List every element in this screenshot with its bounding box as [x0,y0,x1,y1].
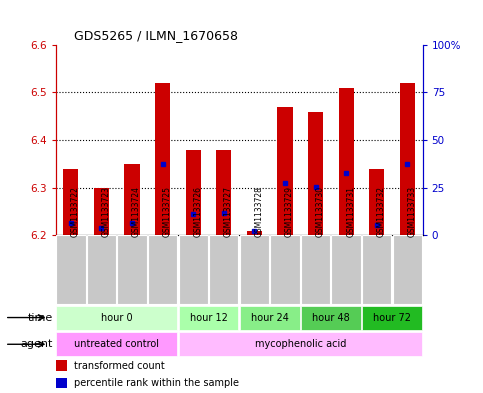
Text: GSM1133728: GSM1133728 [255,187,263,237]
Text: GSM1133723: GSM1133723 [101,186,111,237]
Text: GSM1133725: GSM1133725 [163,186,171,237]
Text: GDS5265 / ILMN_1670658: GDS5265 / ILMN_1670658 [74,29,238,42]
Bar [362,305,422,330]
Text: mycophenolic acid: mycophenolic acid [255,339,346,349]
Text: hour 24: hour 24 [251,312,289,323]
Bar [125,164,140,235]
Bar [362,235,391,304]
Text: GSM1133722: GSM1133722 [71,187,80,237]
Bar [179,332,422,356]
Bar [240,305,299,330]
Text: hour 72: hour 72 [373,312,411,323]
Text: GSM1133727: GSM1133727 [224,186,233,237]
Text: hour 48: hour 48 [312,312,350,323]
Bar [369,169,384,235]
Text: GSM1133729: GSM1133729 [285,186,294,237]
Bar [87,235,116,304]
Bar [94,188,109,235]
Text: agent: agent [21,339,53,349]
Bar [56,235,85,304]
Bar [148,235,177,304]
Text: percentile rank within the sample: percentile rank within the sample [73,378,239,388]
Text: GSM1133730: GSM1133730 [315,186,325,237]
Bar [56,332,177,356]
Bar [155,83,170,235]
Text: hour 0: hour 0 [101,312,132,323]
Bar [179,235,208,304]
Text: transformed count: transformed count [73,361,164,371]
Bar [301,305,361,330]
Bar [240,235,269,304]
Bar [216,150,231,235]
Bar [277,107,293,235]
Bar [56,378,67,388]
Bar [56,305,177,330]
Bar [301,235,330,304]
Text: time: time [28,312,53,323]
Bar [56,360,67,371]
Bar [247,231,262,235]
Text: GSM1133733: GSM1133733 [407,186,416,237]
Bar [209,235,239,304]
Text: untreated control: untreated control [74,339,159,349]
Bar [63,169,78,235]
Bar [331,235,361,304]
Text: GSM1133732: GSM1133732 [377,186,386,237]
Bar [270,235,299,304]
Bar [400,83,415,235]
Text: GSM1133731: GSM1133731 [346,186,355,237]
Bar [117,235,147,304]
Bar [393,235,422,304]
Text: GSM1133726: GSM1133726 [193,186,202,237]
Bar [339,88,354,235]
Bar [185,150,201,235]
Bar [308,112,323,235]
Bar [179,305,239,330]
Text: GSM1133724: GSM1133724 [132,186,141,237]
Text: hour 12: hour 12 [189,312,227,323]
